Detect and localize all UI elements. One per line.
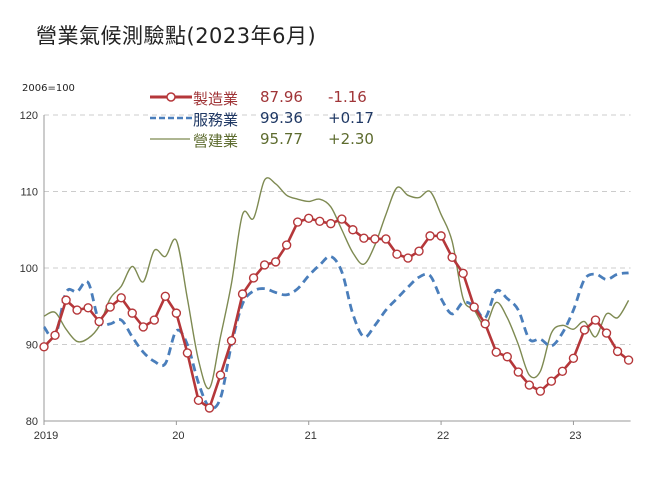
solid-marker-line-icon bbox=[150, 92, 192, 102]
data-point-marker bbox=[61, 295, 71, 305]
y-tick-label: 120 bbox=[20, 110, 38, 122]
data-point-marker bbox=[403, 253, 413, 263]
data-point-marker bbox=[502, 352, 512, 362]
gridlines bbox=[44, 114, 631, 345]
data-point-marker bbox=[491, 347, 501, 357]
data-point-marker bbox=[590, 315, 601, 325]
chart-title: 營業氣候測驗點(2023年6月) bbox=[36, 24, 317, 48]
data-point-marker bbox=[204, 403, 215, 413]
data-point-marker bbox=[535, 386, 546, 396]
data-point-marker bbox=[149, 315, 160, 325]
construction-line bbox=[43, 177, 630, 390]
data-point-marker bbox=[392, 249, 402, 259]
y-tick-label: 100 bbox=[20, 263, 38, 275]
data-point-marker bbox=[480, 319, 490, 329]
dashed-line-icon bbox=[150, 116, 192, 120]
legend-change: +0.17 bbox=[328, 109, 374, 127]
data-point-marker bbox=[447, 252, 457, 262]
data-point-marker bbox=[524, 380, 535, 390]
legend-name: 製造業 bbox=[193, 90, 239, 108]
data-point-marker bbox=[259, 260, 270, 270]
data-point-marker bbox=[425, 231, 435, 241]
unit-label: 2006=100 bbox=[22, 83, 75, 94]
data-point-marker bbox=[337, 214, 347, 224]
data-point-marker bbox=[270, 257, 281, 267]
data-point-marker bbox=[579, 325, 590, 335]
x-tick-label: 21 bbox=[305, 430, 317, 442]
data-point-marker bbox=[138, 322, 148, 332]
axes: 80 90 100 110 120 2019 20 21 22 23 bbox=[20, 110, 631, 442]
data-point-marker bbox=[215, 370, 226, 380]
data-point-marker bbox=[72, 305, 82, 315]
y-tick-label: 90 bbox=[26, 340, 38, 352]
data-point-marker bbox=[94, 316, 104, 327]
data-point-marker bbox=[557, 366, 568, 376]
data-point-marker bbox=[171, 308, 182, 318]
data-point-marker bbox=[160, 291, 171, 302]
data-point-marker bbox=[568, 353, 579, 363]
y-tick-label: 80 bbox=[26, 416, 38, 428]
data-point-marker bbox=[226, 335, 237, 346]
data-point-marker bbox=[546, 376, 557, 386]
data-point-marker bbox=[469, 302, 479, 312]
x-tick-label: 20 bbox=[172, 430, 184, 442]
data-point-marker bbox=[237, 289, 248, 299]
x-tick-label: 22 bbox=[437, 430, 449, 442]
data-point-marker bbox=[193, 395, 204, 406]
data-point-marker bbox=[116, 293, 126, 303]
solid-line-icon bbox=[150, 138, 190, 140]
legend-value: 87.96 bbox=[260, 88, 303, 106]
data-point-marker bbox=[315, 216, 325, 227]
legend-name: 營建業 bbox=[193, 132, 239, 150]
data-point-marker bbox=[370, 234, 380, 244]
legend-name: 服務業 bbox=[193, 111, 239, 129]
series-lines bbox=[39, 177, 634, 413]
data-point-marker bbox=[304, 213, 314, 223]
data-point-marker bbox=[292, 217, 303, 227]
data-point-marker bbox=[281, 240, 292, 250]
legend-value: 99.36 bbox=[260, 109, 303, 127]
data-point-marker bbox=[612, 346, 623, 357]
data-point-marker bbox=[182, 348, 193, 358]
data-point-marker bbox=[348, 225, 358, 235]
data-point-marker bbox=[623, 355, 634, 365]
data-point-marker bbox=[127, 308, 137, 318]
x-tick-label: 2019 bbox=[34, 430, 58, 442]
data-point-marker bbox=[381, 234, 391, 244]
data-point-marker bbox=[326, 218, 336, 229]
data-point-marker bbox=[248, 273, 259, 283]
legend-change: +2.30 bbox=[328, 130, 374, 148]
x-tick-label: 23 bbox=[569, 430, 581, 442]
legend-value: 95.77 bbox=[260, 130, 303, 148]
data-point-marker bbox=[601, 328, 612, 338]
legend-change: -1.16 bbox=[328, 88, 367, 106]
y-tick-label: 110 bbox=[20, 187, 38, 199]
data-point-marker bbox=[458, 268, 468, 279]
data-point-marker bbox=[359, 233, 369, 243]
data-point-marker bbox=[436, 231, 446, 241]
data-point-marker bbox=[83, 303, 93, 313]
data-point-marker bbox=[39, 342, 49, 352]
services-line bbox=[42, 255, 629, 410]
data-point-marker bbox=[105, 302, 115, 312]
data-point-marker bbox=[50, 330, 60, 341]
data-point-marker bbox=[513, 367, 523, 377]
data-point-marker bbox=[414, 246, 424, 256]
